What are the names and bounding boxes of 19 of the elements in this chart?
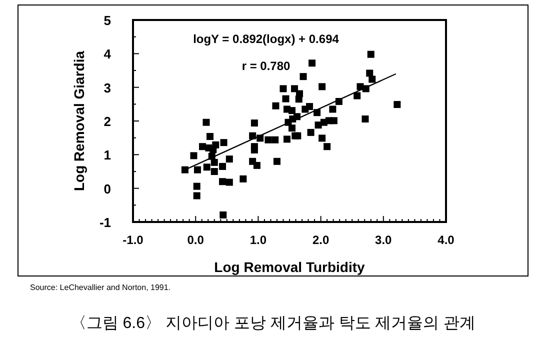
y-tick-label: 4 bbox=[104, 46, 112, 62]
y-tick-label: 0 bbox=[104, 181, 111, 196]
x-tick-label: 0.0 bbox=[187, 233, 204, 247]
x-tick-label: 3.0 bbox=[375, 233, 392, 247]
y-tick-label: 5 bbox=[104, 13, 111, 28]
x-tick-label: 1.0 bbox=[250, 233, 267, 247]
x-tick-label: 4.0 bbox=[438, 233, 455, 247]
source-note: Source: LeChevallier and Norton, 1991. bbox=[30, 283, 171, 292]
y-tick-label: 2 bbox=[104, 114, 111, 129]
y-tick-label: -1 bbox=[99, 215, 111, 230]
text: 〈그림 6.6〉 지아디아 포낭 제거율과 탁도 제거율의 관계 bbox=[70, 315, 476, 332]
x-tick-label: -1.0 bbox=[122, 233, 144, 247]
annotation: r = 0.780 bbox=[242, 59, 291, 73]
y-tick-label: 3 bbox=[104, 80, 111, 96]
annotation: logY = 0.892(logx) + 0.694 bbox=[193, 32, 340, 46]
x-tick-label: 2.0 bbox=[312, 233, 330, 247]
y-tick-label: 1 bbox=[104, 148, 111, 163]
y-axis-title: Log Removal Giardia bbox=[71, 50, 87, 192]
x-axis-title: Log Removal Turbidity bbox=[214, 259, 366, 275]
